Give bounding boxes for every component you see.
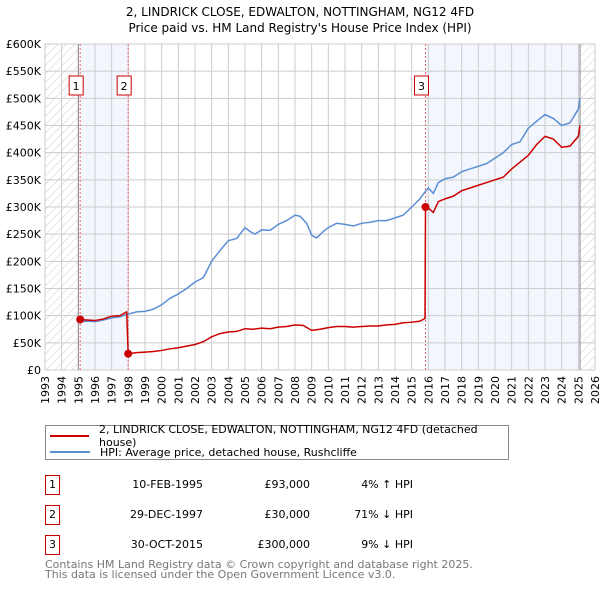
x-tick-label: 1997 bbox=[106, 376, 119, 404]
transaction-price: £30,000 bbox=[264, 508, 311, 521]
x-tick-label: 2014 bbox=[389, 376, 402, 404]
transaction-row: 2 29-DEC-1997 £30,000 71% ↓ HPI bbox=[45, 505, 445, 525]
y-tick-label: £250K bbox=[6, 228, 42, 241]
x-tick-label: 2003 bbox=[206, 376, 219, 404]
transaction-hpi: 9% ↓ HPI bbox=[361, 538, 413, 551]
transaction-number: 3 bbox=[45, 535, 60, 555]
x-tick-label: 1996 bbox=[89, 376, 102, 404]
x-tick-label: 2012 bbox=[356, 376, 369, 404]
legend-swatch bbox=[50, 435, 89, 437]
transaction-price: £300,000 bbox=[257, 538, 311, 551]
x-tick-label: 2025 bbox=[572, 376, 585, 404]
transaction-hpi: 71% ↓ HPI bbox=[354, 508, 413, 521]
x-tick-label: 2001 bbox=[172, 376, 185, 404]
annotation-label: 1 bbox=[73, 80, 80, 93]
annotation-box bbox=[414, 75, 429, 96]
transaction-row: 3 30-OCT-2015 £300,000 9% ↓ HPI bbox=[45, 535, 445, 555]
y-tick-label: £600K bbox=[6, 38, 42, 51]
y-tick-label: £300K bbox=[6, 201, 42, 214]
x-tick-label: 2020 bbox=[489, 376, 502, 404]
sale-point bbox=[421, 203, 430, 211]
x-tick-label: 2023 bbox=[539, 376, 552, 404]
x-tick-label: 1994 bbox=[56, 376, 69, 404]
series-line bbox=[80, 125, 581, 355]
footer-copyright: Contains HM Land Registry data © Crown c… bbox=[45, 558, 473, 571]
legend-swatch bbox=[50, 451, 90, 453]
y-tick-label: £0 bbox=[27, 364, 41, 377]
transaction-date: 10-FEB-1995 bbox=[132, 478, 203, 491]
y-tick-label: £50K bbox=[13, 337, 42, 350]
transaction-date: 30-OCT-2015 bbox=[130, 538, 203, 551]
y-tick-label: £150K bbox=[6, 283, 42, 296]
x-tick-label: 2007 bbox=[272, 376, 285, 404]
y-tick-label: £500K bbox=[6, 92, 42, 105]
x-tick-label: 2015 bbox=[406, 376, 419, 404]
x-tick-label: 2022 bbox=[522, 376, 535, 404]
transaction-row: 1 10-FEB-1995 £93,000 4% ↑ HPI bbox=[45, 475, 445, 495]
sale-point bbox=[76, 315, 85, 324]
x-tick-label: 1998 bbox=[122, 376, 135, 404]
legend-label: 2, LINDRICK CLOSE, EDWALTON, NOTTINGHAM,… bbox=[99, 423, 478, 449]
x-tick-label: 2018 bbox=[456, 376, 469, 404]
y-tick-label: £200K bbox=[6, 255, 42, 268]
x-tick-label: 1993 bbox=[39, 376, 52, 404]
annotation-label: 3 bbox=[418, 80, 425, 93]
x-tick-label: 2011 bbox=[339, 376, 352, 404]
price-chart: 2, LINDRICK CLOSE, EDWALTON, NOTTINGHAM,… bbox=[6, 5, 600, 404]
x-tick-label: 2000 bbox=[156, 376, 169, 404]
annotation-box bbox=[68, 75, 84, 96]
x-tick-label: 2010 bbox=[322, 376, 335, 404]
legend: 2, LINDRICK CLOSE, EDWALTON, NOTTINGHAM,… bbox=[45, 423, 509, 460]
y-tick-label: £450K bbox=[6, 120, 42, 133]
y-tick-label: £100K bbox=[6, 310, 42, 323]
sale-point bbox=[124, 349, 133, 358]
footer: Contains HM Land Registry data © Crown c… bbox=[45, 558, 473, 581]
transaction-number: 2 bbox=[45, 505, 60, 525]
x-tick-label: 1999 bbox=[139, 376, 152, 404]
x-tick-label: 2006 bbox=[256, 376, 269, 404]
footer-license: This data is licensed under the Open Gov… bbox=[45, 568, 396, 581]
transaction-hpi: 4% ↑ HPI bbox=[361, 478, 413, 491]
x-tick-label: 2017 bbox=[439, 376, 452, 404]
x-tick-label: 2021 bbox=[506, 376, 519, 404]
series-line bbox=[78, 98, 581, 323]
y-tick-label: £350K bbox=[6, 174, 42, 187]
legend-label: HPI: Average price, detached house, Rush… bbox=[100, 445, 357, 459]
chart-title: 2, LINDRICK CLOSE, EDWALTON, NOTTINGHAM,… bbox=[126, 5, 474, 19]
x-tick-label: 2004 bbox=[222, 376, 235, 404]
x-tick-label: 2013 bbox=[372, 376, 385, 404]
transaction-number: 1 bbox=[45, 475, 60, 495]
transaction-price: £93,000 bbox=[264, 478, 311, 491]
x-tick-label: 1995 bbox=[72, 376, 85, 404]
chart-subtitle: Price paid vs. HM Land Registry's House … bbox=[128, 21, 471, 35]
x-tick-label: 2024 bbox=[556, 376, 569, 404]
x-tick-label: 2009 bbox=[306, 376, 319, 404]
transaction-date: 29-DEC-1997 bbox=[129, 508, 203, 521]
legend-item-hpi: HPI: Average price, detached house, Rush… bbox=[50, 444, 357, 460]
y-tick-label: £400K bbox=[6, 147, 42, 160]
x-tick-label: 2002 bbox=[189, 376, 202, 404]
x-tick-label: 2019 bbox=[472, 376, 485, 404]
annotation-box bbox=[116, 75, 132, 96]
legend-item-property: 2, LINDRICK CLOSE, EDWALTON, NOTTINGHAM,… bbox=[50, 423, 508, 449]
annotation-label: 2 bbox=[121, 80, 128, 93]
x-tick-label: 2016 bbox=[422, 376, 435, 404]
x-tick-label: 2005 bbox=[239, 376, 252, 404]
y-tick-label: £550K bbox=[6, 65, 42, 78]
x-tick-label: 2026 bbox=[589, 376, 600, 404]
x-tick-label: 2008 bbox=[289, 376, 302, 404]
